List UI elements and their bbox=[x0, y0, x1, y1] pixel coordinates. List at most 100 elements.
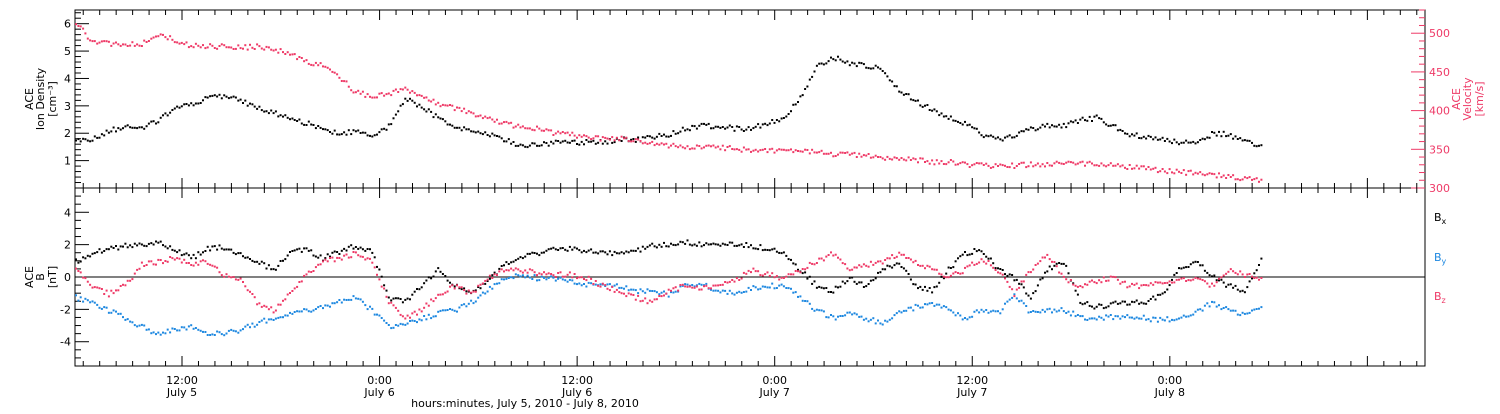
by-point bbox=[350, 298, 353, 301]
density-point bbox=[1013, 136, 1016, 139]
density-point bbox=[771, 119, 774, 121]
by-point bbox=[931, 302, 934, 304]
bx-point bbox=[627, 251, 630, 254]
bz-point bbox=[900, 253, 903, 256]
bx-point bbox=[1246, 286, 1249, 289]
by-point bbox=[1126, 314, 1129, 317]
by-point bbox=[881, 323, 884, 326]
bx-point bbox=[1053, 264, 1056, 267]
bz-point bbox=[989, 264, 992, 267]
bx-point bbox=[1116, 302, 1119, 305]
bx-point bbox=[938, 281, 941, 284]
bz-point bbox=[136, 268, 139, 271]
bz-point bbox=[985, 262, 988, 265]
by-point bbox=[745, 290, 748, 293]
velocity-point bbox=[606, 137, 609, 140]
density-point bbox=[1100, 117, 1103, 120]
bx-point bbox=[354, 246, 357, 248]
by-point bbox=[1187, 315, 1190, 318]
density-point bbox=[837, 55, 839, 58]
bx-point bbox=[860, 281, 863, 284]
density-point bbox=[1213, 131, 1216, 134]
bx-point bbox=[293, 249, 296, 252]
bottom-left-ylabel-line-3: [nT] bbox=[46, 266, 59, 288]
by-point bbox=[507, 277, 510, 279]
bz-point bbox=[846, 267, 849, 270]
density-point bbox=[684, 129, 687, 132]
bz-point bbox=[1018, 286, 1021, 289]
velocity-point bbox=[959, 162, 962, 165]
velocity-point bbox=[427, 99, 430, 102]
velocity-point bbox=[150, 37, 153, 40]
velocity-point bbox=[926, 160, 929, 163]
bz-point bbox=[536, 274, 538, 277]
density-point bbox=[427, 108, 430, 111]
velocity-point bbox=[1140, 165, 1143, 168]
density-point bbox=[140, 126, 143, 129]
bz-point bbox=[93, 286, 96, 289]
velocity-point bbox=[1175, 168, 1178, 171]
velocity-point bbox=[1088, 160, 1091, 163]
bx-point bbox=[223, 248, 226, 251]
velocity-point bbox=[491, 118, 494, 121]
bx-point bbox=[256, 260, 259, 263]
bz-point bbox=[1015, 288, 1018, 291]
density-point bbox=[112, 126, 115, 129]
by-point bbox=[1034, 310, 1037, 313]
density-point bbox=[169, 111, 172, 114]
by-point bbox=[336, 301, 339, 304]
by-point bbox=[830, 314, 832, 316]
density-point bbox=[604, 140, 607, 143]
by-point bbox=[110, 311, 113, 314]
density-point bbox=[712, 127, 715, 130]
density-point bbox=[660, 135, 663, 137]
bx-point bbox=[1006, 274, 1009, 277]
velocity-point bbox=[1011, 162, 1014, 165]
bx-point bbox=[1119, 302, 1122, 305]
bz-point bbox=[1206, 282, 1209, 285]
legend-bz-label: B bbox=[1434, 290, 1442, 303]
density-point bbox=[740, 128, 743, 131]
by-point bbox=[133, 324, 136, 327]
bx-point bbox=[547, 248, 550, 251]
density-point bbox=[331, 132, 334, 135]
bz-point bbox=[230, 276, 233, 279]
bz-point bbox=[155, 263, 157, 266]
density-point bbox=[505, 140, 508, 143]
by-point bbox=[465, 305, 468, 308]
bz-point bbox=[877, 260, 879, 263]
velocity-point bbox=[630, 140, 633, 143]
by-point bbox=[971, 315, 974, 318]
by-point bbox=[909, 306, 912, 309]
velocity-point bbox=[1215, 176, 1218, 179]
bz-point bbox=[1022, 280, 1025, 283]
bz-point bbox=[305, 273, 308, 276]
bx-point bbox=[1058, 262, 1061, 264]
density-point bbox=[585, 139, 588, 141]
density-point bbox=[270, 109, 273, 112]
bx-point bbox=[1126, 303, 1129, 306]
density-point bbox=[82, 137, 85, 140]
by-point bbox=[1046, 308, 1049, 311]
bz-point bbox=[750, 271, 752, 274]
density-point bbox=[152, 120, 155, 123]
density-point bbox=[681, 126, 684, 129]
bx-point bbox=[1163, 291, 1166, 294]
bx-point bbox=[1048, 265, 1051, 268]
bx-point bbox=[766, 249, 769, 251]
by-point bbox=[797, 295, 799, 298]
bz-point bbox=[797, 270, 799, 273]
bx-point bbox=[651, 242, 654, 245]
bz-point bbox=[1241, 273, 1244, 276]
bz-point bbox=[300, 280, 303, 283]
by-point bbox=[820, 309, 823, 312]
bz-point bbox=[107, 295, 110, 298]
by-point bbox=[1215, 305, 1218, 308]
bx-point bbox=[557, 249, 560, 251]
velocity-point bbox=[155, 35, 157, 38]
by-point bbox=[747, 286, 750, 289]
by-point bbox=[460, 304, 463, 307]
density-point bbox=[841, 60, 844, 63]
velocity-point bbox=[350, 89, 353, 92]
bz-point bbox=[615, 288, 618, 291]
